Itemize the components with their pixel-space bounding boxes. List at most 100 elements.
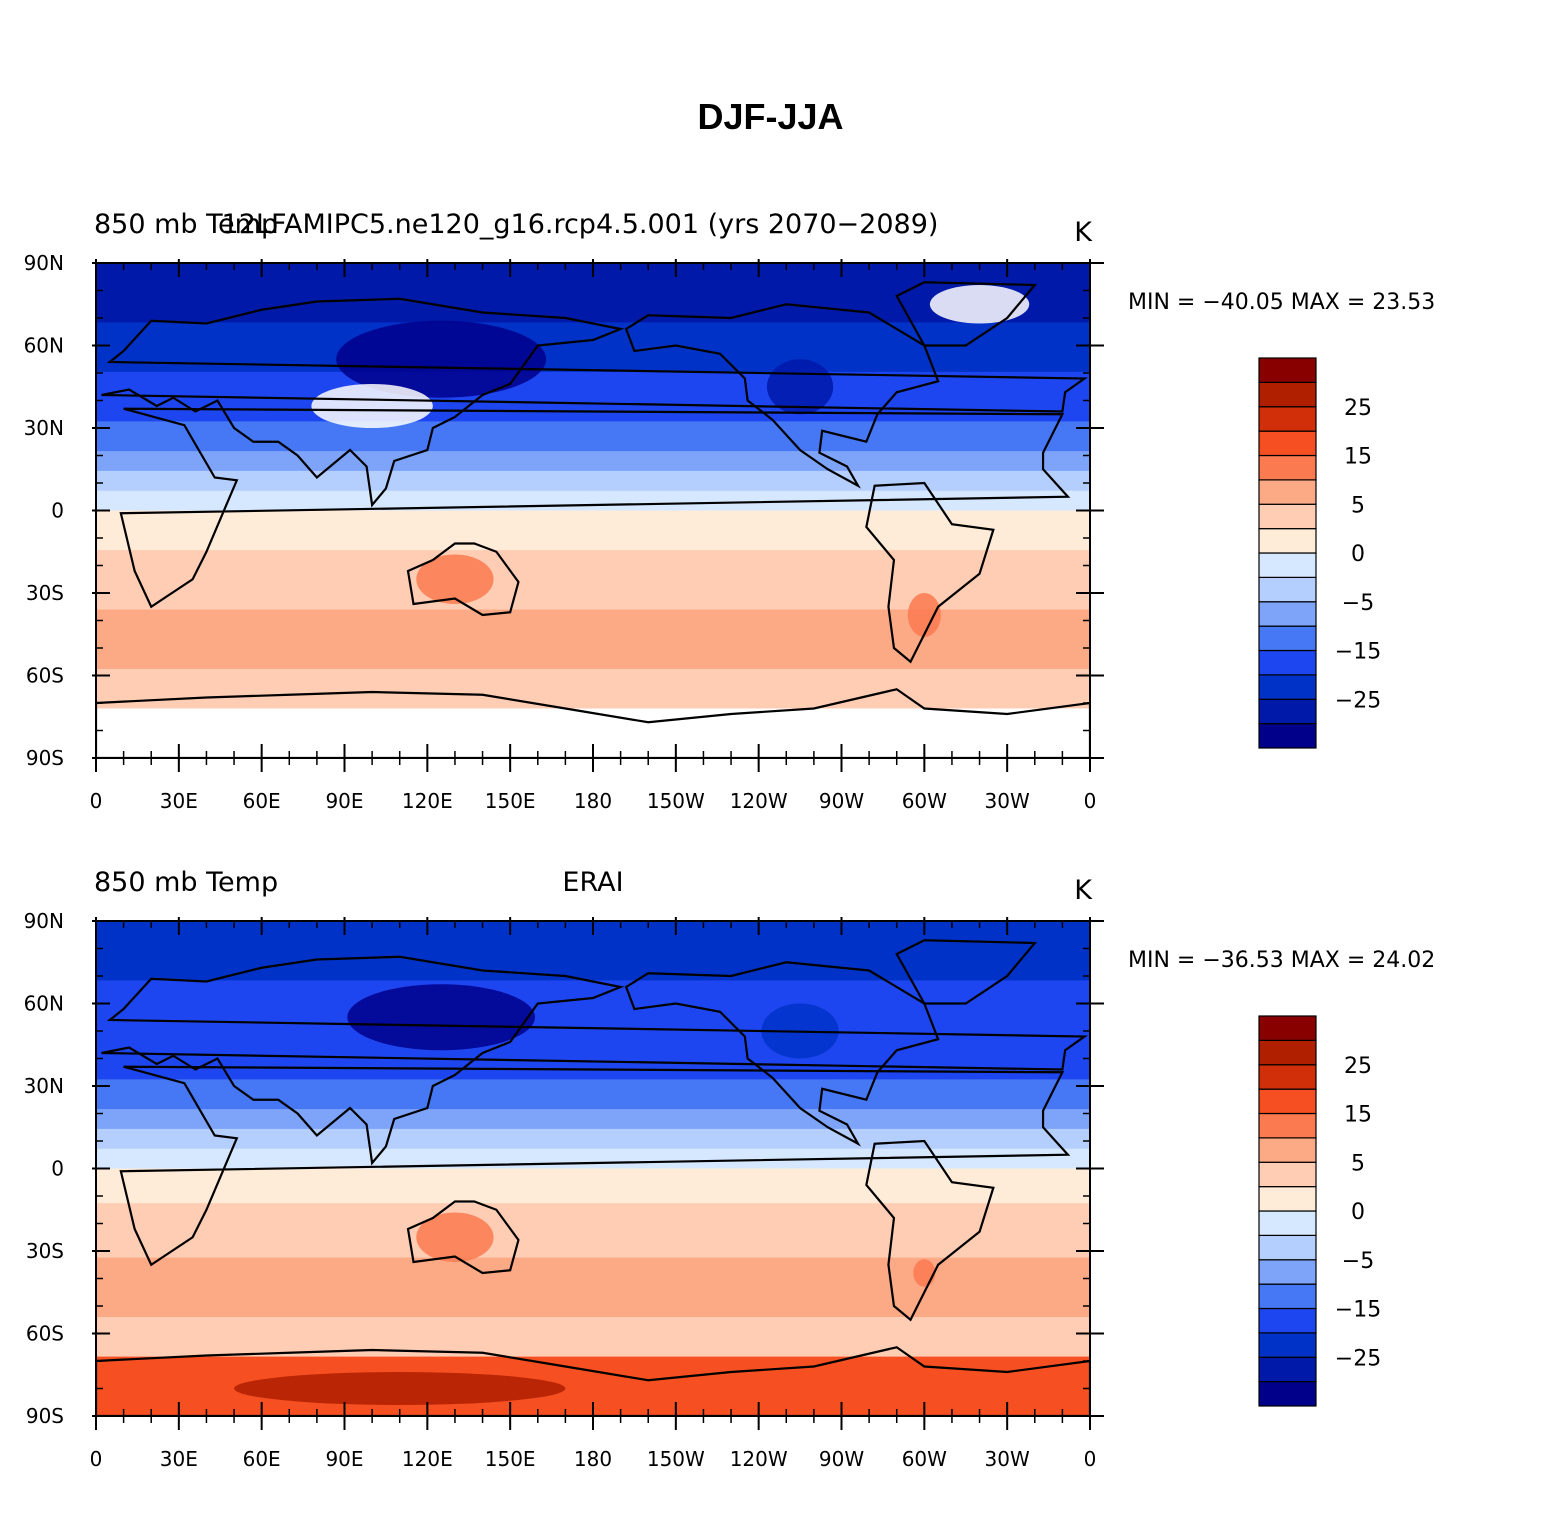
lat-tick-label: 60N — [24, 334, 64, 358]
lon-tick-label: 30E — [160, 1447, 198, 1471]
temperature-band — [96, 1079, 1090, 1111]
colorbar-box — [1258, 479, 1317, 505]
lon-tick-label: 90W — [819, 1447, 864, 1471]
case-label: ERAI — [562, 867, 623, 898]
colorbar-label: −25 — [1335, 1346, 1381, 1371]
colorbar-box — [1258, 649, 1317, 676]
colorbar-box — [1258, 674, 1317, 700]
lon-tick-label: 150E — [485, 1447, 536, 1471]
lat-tick-label: 60S — [26, 1322, 64, 1346]
lat-tick-label: 60S — [26, 664, 64, 688]
lon-tick-label: 0 — [1084, 1447, 1097, 1471]
temperature-band — [96, 668, 1090, 700]
colorbar-box — [1258, 1137, 1317, 1163]
min-max-readout: MIN = −40.05 MAX = 23.53 — [1128, 290, 1435, 315]
temperature-band — [96, 451, 1090, 472]
coastline — [865, 481, 995, 664]
lon-tick-label: 180 — [574, 789, 612, 813]
lon-tick-label: 60E — [243, 1447, 281, 1471]
lat-tick-label: 90N — [24, 251, 64, 275]
coastline — [101, 955, 1088, 1166]
coastline — [865, 1139, 995, 1322]
colorbar-label: −5 — [1342, 591, 1374, 616]
colorbar-box — [1258, 1332, 1317, 1358]
colorbar-label: 0 — [1351, 1200, 1365, 1225]
temperature-band — [96, 1128, 1090, 1150]
colorbar-label: −15 — [1335, 1298, 1381, 1323]
colorbar-label: −5 — [1342, 1249, 1374, 1274]
anomaly-region — [929, 285, 1030, 324]
lon-tick-label: 120W — [730, 789, 788, 813]
temperature-band — [96, 421, 1090, 453]
lon-tick-label: 30W — [985, 789, 1030, 813]
colorbar-box — [1258, 1307, 1317, 1334]
anomaly-region — [416, 1212, 494, 1262]
colorbar-box — [1258, 528, 1317, 554]
anomaly-region — [907, 593, 941, 637]
coastline — [406, 542, 520, 617]
units-label: K — [1074, 875, 1093, 906]
lat-tick-label: 30S — [26, 581, 64, 605]
colorbar-box — [1258, 430, 1317, 457]
lon-tick-label: 0 — [90, 789, 103, 813]
colorbar-box — [1258, 1356, 1317, 1383]
colorbar-box — [1258, 381, 1317, 408]
lon-tick-label: 120W — [730, 1447, 788, 1471]
lon-tick-label: 150E — [485, 789, 536, 813]
anomaly-region — [347, 984, 536, 1051]
colorbar-label: 0 — [1351, 542, 1365, 567]
colorbar-box — [1258, 601, 1317, 627]
lat-tick-label: 30N — [24, 416, 64, 440]
lon-tick-label: 120E — [402, 789, 453, 813]
lon-tick-label: 90E — [325, 1447, 363, 1471]
lon-tick-label: 30E — [160, 789, 198, 813]
colorbar-box — [1258, 1186, 1317, 1212]
colorbar-box — [1258, 357, 1317, 383]
figure-title: DJF-JJA — [697, 96, 844, 137]
colorbar-label: −15 — [1335, 640, 1381, 665]
colorbar-box — [1258, 1039, 1317, 1066]
colorbar-box — [1258, 1088, 1317, 1115]
colorbar-box — [1258, 1259, 1317, 1285]
lon-tick-label: 150W — [647, 1447, 705, 1471]
colorbar-box — [1258, 1381, 1317, 1407]
coastline — [96, 688, 1090, 758]
temperature-band — [96, 1317, 1090, 1358]
colorbar-box — [1258, 1112, 1317, 1139]
colorbar-box — [1258, 1015, 1317, 1041]
colorbar-label: 5 — [1351, 493, 1365, 518]
lon-tick-label: 60W — [902, 789, 947, 813]
colorbar-box — [1258, 1064, 1317, 1090]
colorbar-box — [1258, 406, 1317, 432]
colorbar-label: 15 — [1344, 445, 1372, 470]
lon-tick-label: 30W — [985, 1447, 1030, 1471]
anomaly-region — [913, 1259, 936, 1287]
lon-tick-label: 180 — [574, 1447, 612, 1471]
lat-tick-label: 90S — [26, 746, 64, 770]
variable-label: 850 mb Temp — [94, 209, 278, 240]
lon-tick-label: 120E — [402, 1447, 453, 1471]
map-field — [96, 921, 1090, 1416]
lon-tick-label: 150W — [647, 789, 705, 813]
coastline — [895, 939, 1038, 1005]
lon-tick-label: 90W — [819, 789, 864, 813]
colorbar-box — [1258, 625, 1317, 652]
colorbar-box — [1258, 1283, 1317, 1310]
colorbar-label: −25 — [1335, 688, 1381, 713]
coastline — [895, 281, 1038, 347]
colorbar-label: 25 — [1344, 1054, 1372, 1079]
lat-tick-label: 90N — [24, 909, 64, 933]
lat-tick-label: 0 — [51, 499, 64, 523]
colorbar-box — [1258, 1161, 1317, 1188]
colorbar-label: 15 — [1344, 1103, 1372, 1128]
temperature-band — [96, 1257, 1090, 1318]
coastline — [119, 407, 1071, 609]
colorbar-box — [1258, 454, 1317, 481]
coastline — [119, 1065, 1071, 1267]
temperature-band — [96, 1203, 1090, 1259]
colorbar-label: 25 — [1344, 396, 1372, 421]
coastline — [624, 303, 940, 489]
anomaly-region — [234, 1372, 566, 1405]
